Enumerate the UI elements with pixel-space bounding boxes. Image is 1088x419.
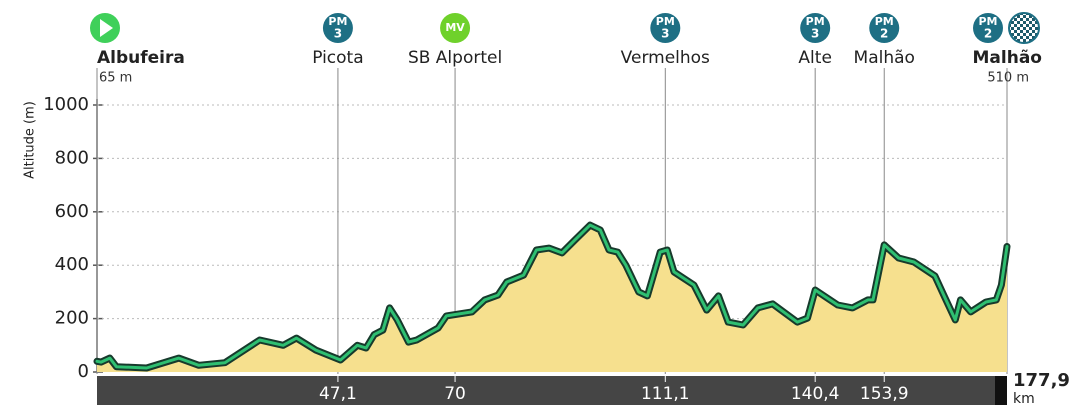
profile-area <box>97 225 1007 372</box>
marker-name: Picota <box>312 48 363 68</box>
x-tick-label: 111,1 <box>641 384 690 404</box>
badge <box>322 13 353 43</box>
badge <box>650 13 681 43</box>
badge <box>869 13 900 43</box>
y-tick-label: 1000 <box>43 94 89 115</box>
y-axis-label: Altitude (m) <box>23 101 38 179</box>
total-distance: 177,9 <box>1013 370 1070 391</box>
marker-name: Albufeira <box>97 48 185 68</box>
x-axis-end <box>995 376 1007 405</box>
badge-top: PM <box>978 15 997 28</box>
x-tick-label: 70 <box>444 384 466 404</box>
badge-top: PM <box>875 15 894 28</box>
y-tick-label: 800 <box>55 147 89 168</box>
start-icon <box>100 19 113 37</box>
x-tick-label: 153,9 <box>860 384 909 404</box>
badge-top: PM <box>328 15 347 28</box>
y-tick-label: 600 <box>55 201 89 222</box>
badge-top: MV <box>445 21 465 34</box>
profile-line <box>95 223 1009 370</box>
y-tick-label: 0 <box>78 361 89 382</box>
badge-top: PM <box>806 15 825 28</box>
marker-name: SB Alportel <box>408 48 502 68</box>
badge <box>973 13 1003 43</box>
x-axis-bar <box>97 376 995 405</box>
badge-bottom: 3 <box>661 27 669 41</box>
badge-bottom: 3 <box>811 27 819 41</box>
marker-name: Malhão <box>854 48 915 68</box>
marker-name: Vermelhos <box>621 48 710 68</box>
marker-altitude: 510 m <box>987 71 1029 86</box>
badge <box>800 13 831 43</box>
finish-badge <box>1008 12 1040 44</box>
marker-name: Malhão <box>973 48 1042 68</box>
badge <box>440 13 471 43</box>
distance-unit: km <box>1013 391 1035 407</box>
marker-name: Alte <box>798 48 831 68</box>
x-tick-label: 140,4 <box>791 384 840 404</box>
y-tick-label: 400 <box>55 254 89 275</box>
x-tick-label: 47,1 <box>319 384 357 404</box>
badge-bottom: 2 <box>880 27 888 41</box>
badge-bottom: 3 <box>334 27 342 41</box>
y-tick-label: 200 <box>55 308 89 329</box>
badge-top: PM <box>656 15 675 28</box>
marker-altitude: 65 m <box>99 71 132 86</box>
badge-bottom: 2 <box>984 27 992 41</box>
